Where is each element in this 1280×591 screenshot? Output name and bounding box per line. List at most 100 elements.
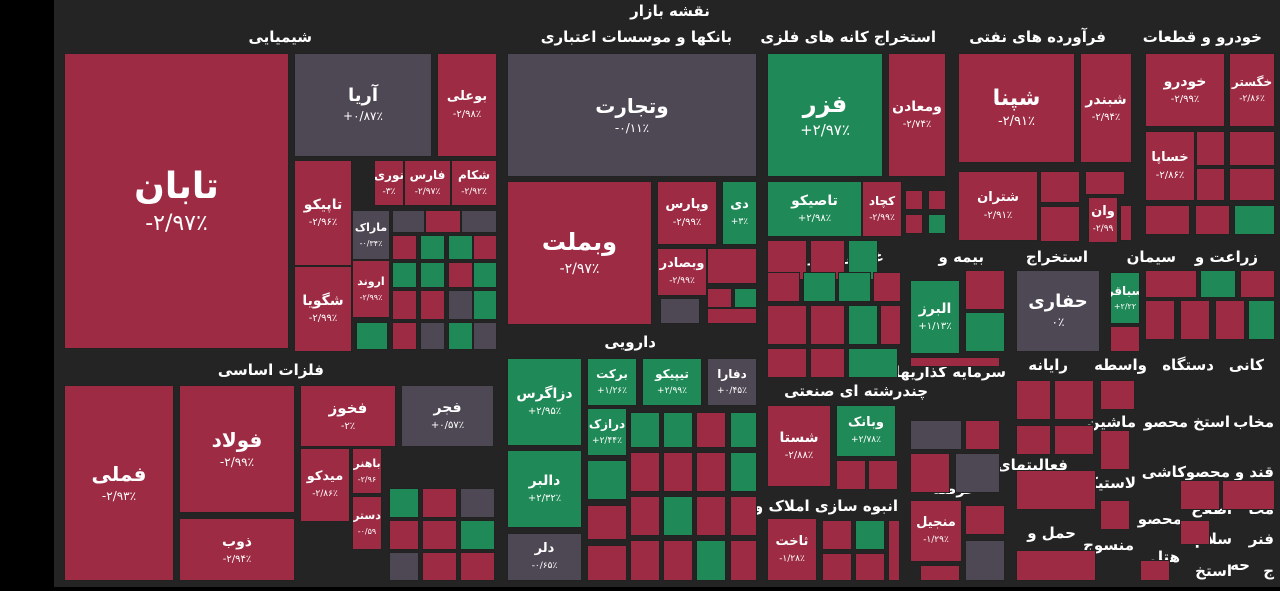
minor-stock-tile[interactable] [1120,205,1132,241]
stock-tile[interactable]: وبصادر -۲/۹۹٪ [657,248,707,296]
minor-stock-tile[interactable] [734,288,757,308]
minor-stock-tile[interactable] [473,322,497,350]
stock-tile[interactable]: وپارس -۲/۹۹٪ [657,181,717,245]
minor-stock-tile[interactable] [587,460,627,500]
stock-tile[interactable]: دی +۳٪ [722,181,757,245]
minor-stock-tile[interactable] [587,545,627,581]
minor-stock-tile[interactable] [420,235,445,260]
minor-stock-tile[interactable] [803,272,836,302]
minor-stock-tile[interactable] [660,298,700,324]
stock-tile[interactable]: دفارا +۰/۴۵٪ [707,358,757,406]
minor-stock-tile[interactable] [1100,430,1130,470]
stock-tile[interactable]: شتران -۲/۹۱٪ [958,171,1038,241]
minor-stock-tile[interactable] [461,210,497,233]
minor-stock-tile[interactable] [420,290,445,320]
stock-tile[interactable]: ذوب -۲/۹۴٪ [179,518,295,581]
minor-stock-tile[interactable] [696,412,726,448]
minor-stock-tile[interactable] [920,565,960,581]
minor-stock-tile[interactable] [905,214,923,234]
minor-stock-tile[interactable] [1195,205,1230,235]
minor-stock-tile[interactable] [1248,300,1275,340]
minor-stock-tile[interactable] [1054,425,1094,455]
minor-stock-tile[interactable] [1016,380,1051,420]
stock-tile[interactable]: فجر +۰/۵۷٪ [401,385,494,447]
minor-stock-tile[interactable] [965,270,1005,310]
stock-tile[interactable]: سباقر +۲/۲۲ [1110,272,1140,324]
minor-stock-tile[interactable] [965,540,1005,581]
stock-tile[interactable]: شگویا -۲/۹۹٪ [294,266,352,352]
stock-tile[interactable]: وبملت -۲/۹۷٪ [507,181,652,325]
minor-stock-tile[interactable] [1110,326,1140,352]
stock-tile[interactable]: فزر +۲/۹۷٪ [767,53,883,177]
minor-stock-tile[interactable] [730,412,757,448]
minor-stock-tile[interactable] [422,488,457,518]
minor-stock-tile[interactable] [1180,300,1210,340]
stock-tile[interactable]: تیپیکو +۲/۹۹٪ [642,358,702,406]
minor-stock-tile[interactable] [1040,206,1080,242]
stock-tile[interactable]: ومعادن -۲/۷۴٪ [888,53,946,177]
minor-stock-tile[interactable] [1140,560,1170,581]
minor-stock-tile[interactable] [910,453,950,493]
minor-stock-tile[interactable] [928,214,946,234]
minor-stock-tile[interactable] [848,305,878,345]
minor-stock-tile[interactable] [630,540,660,581]
minor-stock-tile[interactable] [730,540,757,581]
stock-tile[interactable]: فولاد -۲/۹۹٪ [179,385,295,513]
minor-stock-tile[interactable] [1196,131,1225,166]
minor-stock-tile[interactable] [965,420,1000,450]
stock-tile[interactable]: وبانک +۲/۷۸٪ [836,405,896,457]
minor-stock-tile[interactable] [1016,470,1096,510]
stock-tile[interactable]: برکت +۱/۲۶٪ [587,358,637,406]
minor-stock-tile[interactable] [1234,205,1275,235]
minor-stock-tile[interactable] [1229,168,1275,201]
minor-stock-tile[interactable] [1100,380,1135,410]
minor-stock-tile[interactable] [630,496,660,536]
stock-tile[interactable]: آریا +۰/۸۷٪ [294,53,432,157]
minor-stock-tile[interactable] [473,235,497,260]
stock-tile[interactable]: خساپا -۲/۸۶٪ [1145,131,1195,201]
minor-stock-tile[interactable] [420,262,445,288]
minor-stock-tile[interactable] [1100,500,1130,530]
minor-stock-tile[interactable] [663,452,693,492]
stock-tile[interactable]: منجیل -۱/۲۹٪ [910,500,962,562]
minor-stock-tile[interactable] [730,452,757,492]
minor-stock-tile[interactable] [1016,550,1096,581]
minor-stock-tile[interactable] [422,520,457,550]
minor-stock-tile[interactable] [965,505,1005,535]
minor-stock-tile[interactable] [868,460,898,490]
stock-tile[interactable]: فخوز -۲٪ [300,385,396,447]
minor-stock-tile[interactable] [822,553,852,581]
stock-tile[interactable]: دالبر +۲/۳۲٪ [507,450,582,528]
minor-stock-tile[interactable] [1145,270,1197,298]
stock-tile[interactable]: باهنر -۲/۹۶ [352,448,382,494]
minor-stock-tile[interactable] [448,235,473,260]
stock-tile[interactable]: دزاگرس +۲/۹۵٪ [507,358,582,446]
minor-stock-tile[interactable] [392,262,417,288]
minor-stock-tile[interactable] [1215,300,1245,340]
stock-tile[interactable]: شپنا -۲/۹۱٪ [958,53,1075,163]
stock-tile[interactable]: میدکو -۲/۸۶٪ [300,448,350,522]
minor-stock-tile[interactable] [389,488,419,518]
minor-stock-tile[interactable] [1222,480,1275,510]
minor-stock-tile[interactable] [905,190,923,210]
minor-stock-tile[interactable] [1145,205,1190,235]
minor-stock-tile[interactable] [422,552,457,581]
minor-stock-tile[interactable] [392,290,417,320]
minor-stock-tile[interactable] [473,262,497,288]
minor-stock-tile[interactable] [389,520,419,550]
stock-tile[interactable]: شبندر -۲/۹۴٪ [1080,53,1132,163]
minor-stock-tile[interactable] [928,190,946,210]
stock-tile[interactable]: درازک +۲/۴۴٪ [587,408,627,456]
minor-stock-tile[interactable] [460,488,495,518]
stock-tile[interactable]: نوری -۳٪ [374,160,404,206]
minor-stock-tile[interactable] [707,308,757,324]
minor-stock-tile[interactable] [473,290,497,320]
minor-stock-tile[interactable] [663,540,693,581]
stock-tile[interactable]: وتجارت -۰/۱۱٪ [507,53,757,177]
minor-stock-tile[interactable] [873,272,901,302]
minor-stock-tile[interactable] [1054,380,1094,420]
minor-stock-tile[interactable] [1240,270,1275,298]
stock-tile[interactable]: خگستر -۲/۸۶٪ [1229,53,1275,127]
minor-stock-tile[interactable] [767,348,807,378]
stock-tile[interactable]: حفاری ۰٪ [1016,270,1100,352]
